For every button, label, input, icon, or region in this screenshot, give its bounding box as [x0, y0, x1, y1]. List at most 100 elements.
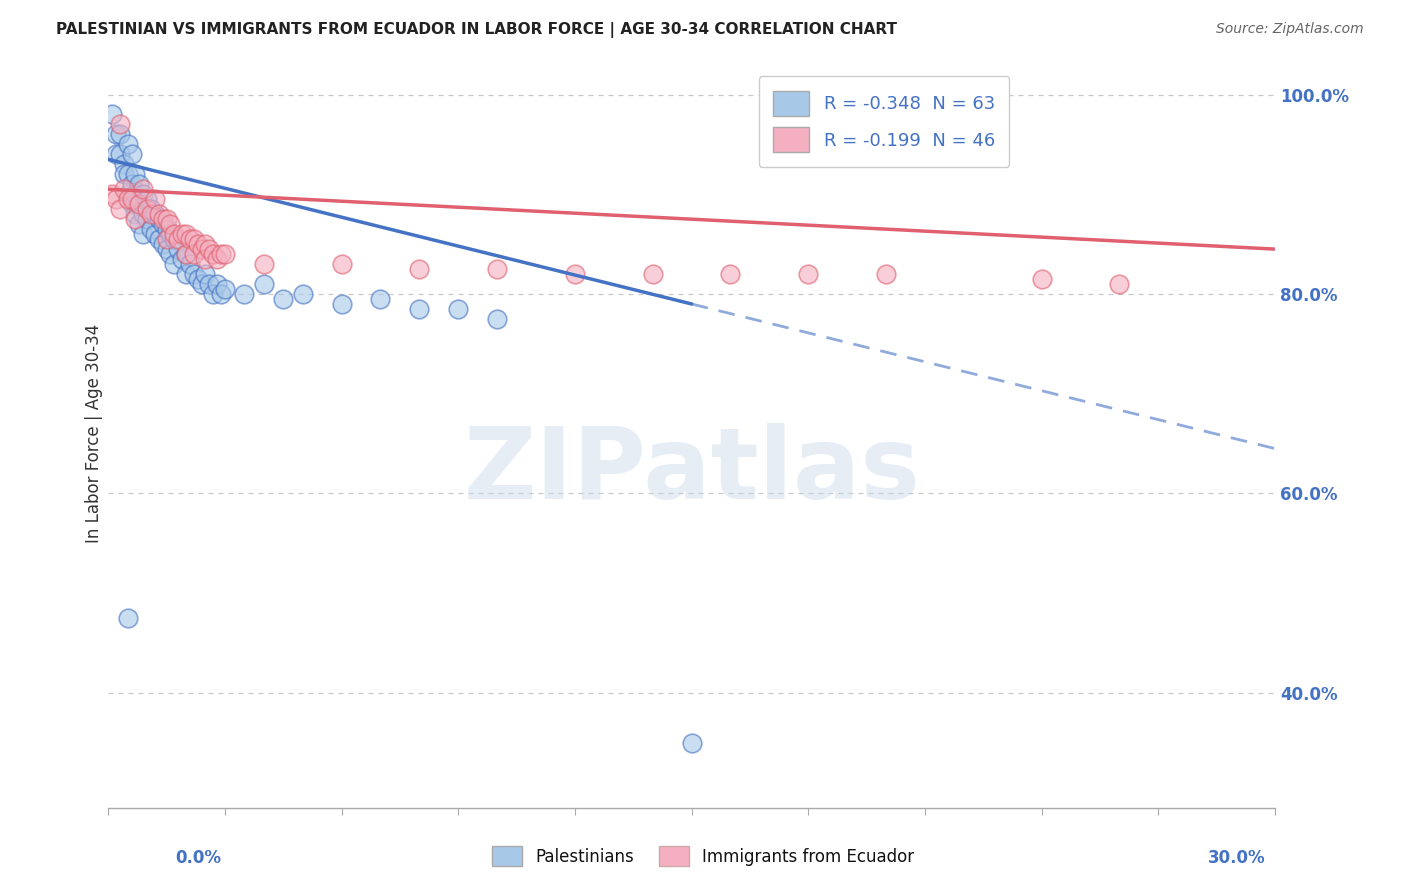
Text: ZIPatlas: ZIPatlas [463, 423, 920, 519]
Point [112, 157, 135, 171]
Point [233, 287, 256, 301]
Point [209, 287, 232, 301]
Point [124, 187, 146, 202]
Point [174, 267, 197, 281]
Point [155, 242, 177, 256]
Point [159, 217, 181, 231]
Point [183, 247, 205, 261]
Point [167, 242, 190, 256]
Point [148, 212, 170, 227]
Point [681, 736, 703, 750]
Point [330, 297, 353, 311]
Point [194, 237, 217, 252]
Point [117, 167, 139, 181]
Point [875, 267, 897, 281]
Point [486, 312, 509, 326]
Point [104, 128, 127, 142]
Point [167, 232, 190, 246]
Point [198, 277, 221, 291]
Point [101, 107, 124, 121]
Point [124, 207, 146, 221]
Point [214, 282, 236, 296]
Point [564, 267, 586, 281]
Point [152, 217, 174, 231]
Point [124, 212, 146, 227]
Text: PALESTINIAN VS IMMIGRANTS FROM ECUADOR IN LABOR FORCE | AGE 30-34 CORRELATION CH: PALESTINIAN VS IMMIGRANTS FROM ECUADOR I… [56, 22, 897, 38]
Point [370, 292, 392, 306]
Point [205, 252, 228, 266]
Point [121, 197, 143, 211]
Point [136, 192, 159, 206]
Point [132, 187, 155, 202]
Point [330, 257, 353, 271]
Point [1031, 272, 1053, 286]
Point [187, 237, 209, 252]
Point [174, 247, 197, 261]
Point [152, 212, 174, 227]
Point [124, 167, 146, 181]
Point [174, 227, 197, 241]
Point [117, 611, 139, 625]
Point [112, 167, 135, 181]
Point [183, 267, 205, 281]
Point [172, 227, 194, 241]
Point [108, 117, 131, 131]
Point [128, 178, 150, 192]
Point [209, 247, 232, 261]
Point [486, 262, 509, 277]
Point [198, 242, 221, 256]
Point [117, 192, 139, 206]
Point [205, 277, 228, 291]
Point [117, 137, 139, 152]
Point [163, 257, 186, 271]
Point [139, 222, 162, 236]
Point [179, 232, 201, 246]
Point [121, 147, 143, 161]
Point [128, 197, 150, 211]
Point [163, 232, 186, 246]
Point [121, 192, 143, 206]
Point [271, 292, 294, 306]
Point [155, 222, 177, 236]
Point [132, 227, 155, 241]
Point [797, 267, 820, 281]
Point [214, 247, 236, 261]
Point [108, 147, 131, 161]
Point [155, 232, 177, 246]
Point [253, 257, 276, 271]
Point [152, 237, 174, 252]
Point [148, 207, 170, 221]
Point [253, 277, 276, 291]
Point [187, 272, 209, 286]
Point [163, 227, 186, 241]
Point [143, 227, 166, 241]
Point [408, 301, 430, 316]
Point [641, 267, 664, 281]
Point [104, 192, 127, 206]
Legend: Palestinians, Immigrants from Ecuador: Palestinians, Immigrants from Ecuador [484, 838, 922, 875]
Point [202, 247, 225, 261]
Point [720, 267, 742, 281]
Point [194, 252, 217, 266]
Point [159, 227, 181, 241]
Point [172, 252, 194, 266]
Point [132, 207, 155, 221]
Point [179, 257, 201, 271]
Point [183, 232, 205, 246]
Point [408, 262, 430, 277]
Point [139, 207, 162, 221]
Point [291, 287, 314, 301]
Point [139, 202, 162, 217]
Point [136, 212, 159, 227]
Point [128, 197, 150, 211]
Text: Source: ZipAtlas.com: Source: ZipAtlas.com [1216, 22, 1364, 37]
Point [148, 232, 170, 246]
Point [155, 212, 177, 227]
Point [159, 247, 181, 261]
Point [194, 267, 217, 281]
Point [136, 202, 159, 217]
Point [202, 287, 225, 301]
Point [101, 187, 124, 202]
Text: 0.0%: 0.0% [176, 849, 222, 867]
Point [104, 147, 127, 161]
